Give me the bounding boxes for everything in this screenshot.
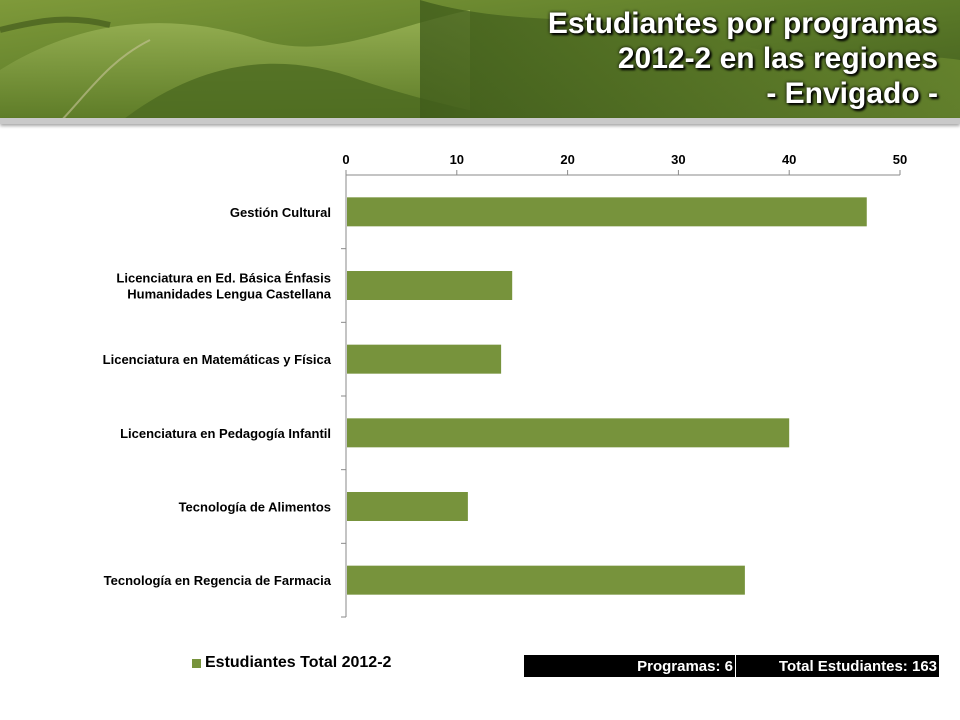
category-label: Licenciatura en Matemáticas y Física <box>103 352 332 367</box>
x-tick-label: 50 <box>893 152 907 167</box>
total-students: Total Estudiantes: 163 <box>778 657 937 675</box>
category-label-line: Licenciatura en Pedagogía Infantil <box>120 426 331 441</box>
y-axis <box>341 175 347 618</box>
category-label: Tecnología de Alimentos <box>179 500 331 515</box>
landscape-background-image <box>0 0 960 122</box>
category-label-line: Humanidades Lengua Castellana <box>127 287 331 302</box>
legend-label: Estudiantes Total 2012-2 <box>205 654 392 671</box>
summary-table: Programas: 6 Total Estudiantes: 163 <box>524 655 939 677</box>
x-axis: 0 10 20 30 40 50 <box>342 152 907 176</box>
page-title: Estudiantes por programas 2012-2 en las … <box>338 6 938 111</box>
x-tick-label: 0 <box>342 152 349 167</box>
chart-legend: Estudiantes Total 2012-2 <box>192 654 391 672</box>
x-tick-label: 20 <box>560 152 574 167</box>
bar <box>347 271 513 300</box>
category-label: Tecnología en Regencia de Farmacia <box>104 573 332 588</box>
category-label-line: Licenciatura en Ed. Básica Énfasis <box>116 271 331 286</box>
bar <box>347 197 867 227</box>
category-label-line: Tecnología de Alimentos <box>179 500 331 515</box>
bar-chart: 0 10 20 30 40 50 Gestión Cultural Licenciatura… <box>103 152 907 618</box>
header-banner: Estudiantes por programas 2012-2 en las … <box>0 0 960 122</box>
x-tick-label: 40 <box>782 152 796 167</box>
bar <box>347 418 790 448</box>
legend-swatch <box>192 658 201 668</box>
programs-count: Programas: 6 <box>524 655 736 677</box>
category-label: Gestión Cultural <box>230 205 331 220</box>
title-line-1: Estudiantes por programas <box>547 7 938 40</box>
bar <box>347 492 468 521</box>
bar <box>347 344 502 374</box>
x-tick-label: 10 <box>450 152 464 167</box>
category-label-line: Licenciatura en Matemáticas y Física <box>103 352 332 367</box>
category-label: Licenciatura en Ed. Básica Énfasis Humani… <box>116 271 331 302</box>
title-line-3: - Envigado - <box>766 77 938 110</box>
category-label: Licenciatura en Pedagogía Infantil <box>120 426 331 441</box>
title-line-2: 2012-2 en las regiones <box>617 42 938 75</box>
category-label-line: Gestión Cultural <box>230 205 331 220</box>
category-label-line: Tecnología en Regencia de Farmacia <box>104 573 332 588</box>
banner-divider <box>0 118 960 124</box>
x-tick-label: 30 <box>671 152 685 167</box>
category-labels: Gestión Cultural Licenciatura en Ed. Bási… <box>103 205 332 588</box>
bar <box>347 565 745 595</box>
bar-series <box>347 197 867 595</box>
